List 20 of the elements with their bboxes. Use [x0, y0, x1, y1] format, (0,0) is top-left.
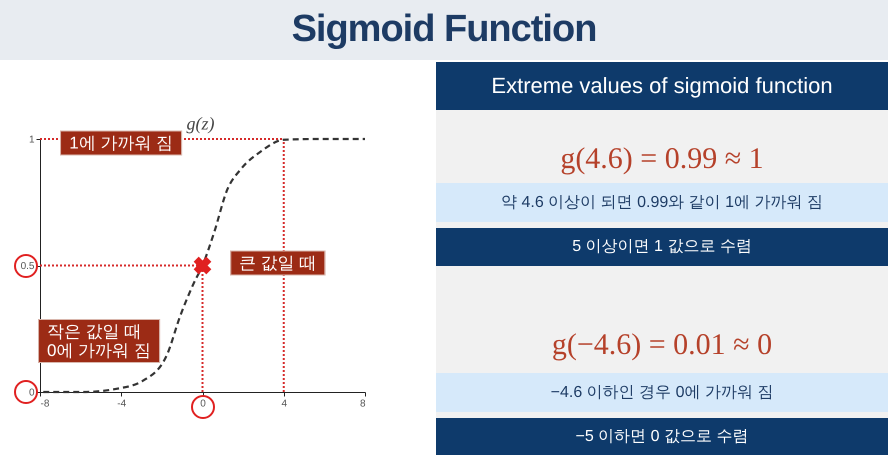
text: 5 이상이면 1 값으로 수렴	[436, 228, 888, 266]
text: Sigmoid Function	[0, 0, 888, 60]
text: 약 4.6 이상이 되면 0.99와 같이 1에 가까워 짐	[436, 183, 888, 222]
y-tick-label: 0	[28, 388, 35, 398]
y-tick-label: 1	[28, 134, 35, 146]
text: −5 이하면 0 값으로 수렴	[436, 418, 888, 455]
annotation: 큰 값일 때	[230, 250, 326, 276]
x-tick-label: -8	[40, 398, 50, 410]
x-tick-label: 4	[281, 398, 288, 410]
annotation: 작은 값일 때 0에 가까워 짐	[38, 319, 160, 364]
y-tick-label: 0.5	[20, 261, 35, 272]
text: −4.6 이하인 경우 0에 가까워 짐	[436, 373, 888, 412]
x-tick-label: 0	[200, 398, 206, 410]
text: g(−4.6) = 0.01 ≈ 0	[550, 327, 774, 363]
annotation: 1에 가까워 짐	[60, 130, 182, 156]
x-tick-label: 8	[360, 398, 366, 410]
y-axis-title: g(z)	[186, 114, 214, 134]
text: Extreme values of sigmoid function	[436, 62, 888, 110]
x-tick-label: -4	[117, 398, 127, 410]
text: g(4.6) = 0.99 ≈ 1	[559, 141, 765, 177]
